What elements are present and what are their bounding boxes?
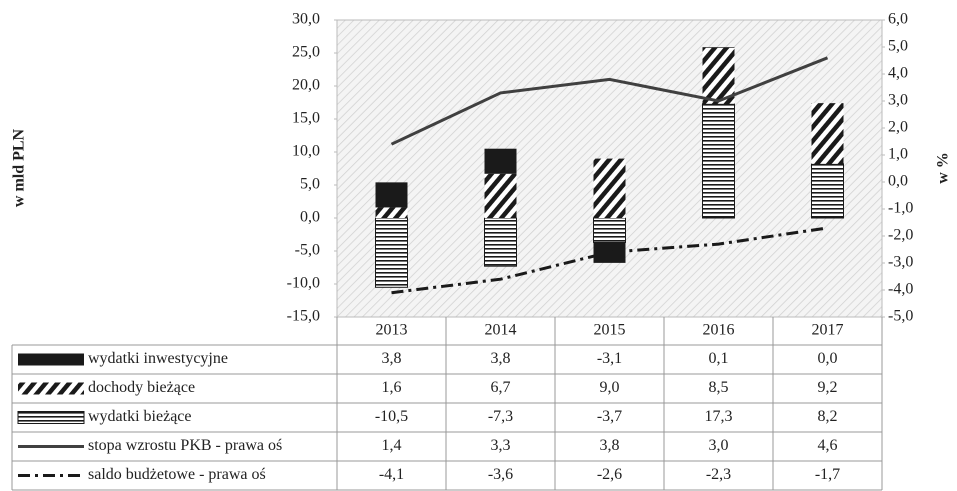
y2-tick-label: 6,0 [888, 11, 908, 28]
legend-label: wydatki inwestycyjne [88, 350, 228, 367]
y2-tick-label: -5,0 [888, 308, 913, 325]
table-value: -2,3 [706, 466, 731, 483]
table-value: 9,2 [818, 379, 838, 396]
y-tick-label: -15,0 [287, 308, 320, 325]
table-value: 1,6 [382, 379, 402, 396]
line [390, 56, 829, 146]
legend-label: dochody bieżące [88, 379, 195, 396]
y-tick-label: -10,0 [287, 275, 320, 292]
bar [702, 47, 735, 48]
y-tick-label: 10,0 [292, 143, 320, 160]
table-value: 8,2 [818, 408, 838, 425]
bar [811, 103, 844, 164]
table-value: 3,8 [600, 437, 620, 454]
legend-key [18, 353, 84, 366]
bar [702, 103, 735, 219]
y2-tick-label: 2,0 [888, 119, 908, 136]
bar [811, 163, 844, 219]
bar [593, 217, 626, 243]
y2-axis-title: w % [935, 152, 952, 184]
y2-tick-label: 3,0 [888, 92, 908, 109]
bar [484, 173, 517, 218]
legend-label: wydatki bieżące [88, 408, 192, 425]
y-tick-label: 15,0 [292, 110, 320, 127]
table-value: -3,6 [488, 466, 513, 483]
table-value: 4,6 [818, 437, 838, 454]
bar [593, 158, 626, 218]
legend-key [18, 382, 84, 395]
bar [375, 217, 408, 288]
table-value: -3,7 [597, 408, 622, 425]
table-value: 0,0 [818, 350, 838, 367]
legend-label: stopa wzrostu PKB - prawa oś [88, 437, 282, 454]
y2-tick-label: 4,0 [888, 65, 908, 82]
x-tick-label: 2017 [812, 322, 844, 339]
y-tick-label: -5,0 [295, 242, 320, 259]
legend-label: saldo budżetowe - prawa oś [88, 466, 266, 483]
bar [702, 47, 735, 104]
table-value: 17,3 [705, 408, 733, 425]
y2-tick-label: -3,0 [888, 254, 913, 271]
table-value: 9,0 [600, 379, 620, 396]
table-value: 3,3 [491, 437, 511, 454]
y2-tick-label: -1,0 [888, 200, 913, 217]
line [391, 226, 828, 295]
table-value: 3,8 [491, 350, 511, 367]
y-axis-title: w mld PLN [11, 128, 28, 207]
bar [593, 242, 626, 263]
table-value: 6,7 [491, 379, 511, 396]
y2-tick-label: 1,0 [888, 146, 908, 163]
bar [375, 207, 408, 218]
table-value: 1,4 [382, 437, 402, 454]
table-value: -3,1 [597, 350, 622, 367]
bar [484, 148, 517, 174]
x-tick-label: 2014 [485, 322, 517, 339]
y-tick-label: 20,0 [292, 77, 320, 94]
y-tick-label: 0,0 [300, 209, 320, 226]
table-value: -10,5 [375, 408, 408, 425]
bar [375, 182, 408, 208]
x-tick-label: 2016 [703, 322, 735, 339]
y-tick-label: 25,0 [292, 44, 320, 61]
bar [484, 217, 517, 267]
table-value: 0,1 [709, 350, 729, 367]
table-value: -1,7 [815, 466, 840, 483]
x-tick-label: 2013 [376, 322, 408, 339]
x-tick-label: 2015 [594, 322, 626, 339]
legend-key [17, 411, 85, 424]
table-value: -4,1 [379, 466, 404, 483]
y2-tick-label: 5,0 [888, 38, 908, 55]
y2-tick-label: -4,0 [888, 281, 913, 298]
y2-tick-label: -2,0 [888, 227, 913, 244]
y2-tick-label: 0,0 [888, 173, 908, 190]
y-tick-label: 30,0 [292, 11, 320, 28]
table-value: -7,3 [488, 408, 513, 425]
y-tick-label: 5,0 [300, 176, 320, 193]
table-value: 3,0 [709, 437, 729, 454]
table-value: -2,6 [597, 466, 622, 483]
table-value: 8,5 [709, 379, 729, 396]
table-value: 3,8 [382, 350, 402, 367]
